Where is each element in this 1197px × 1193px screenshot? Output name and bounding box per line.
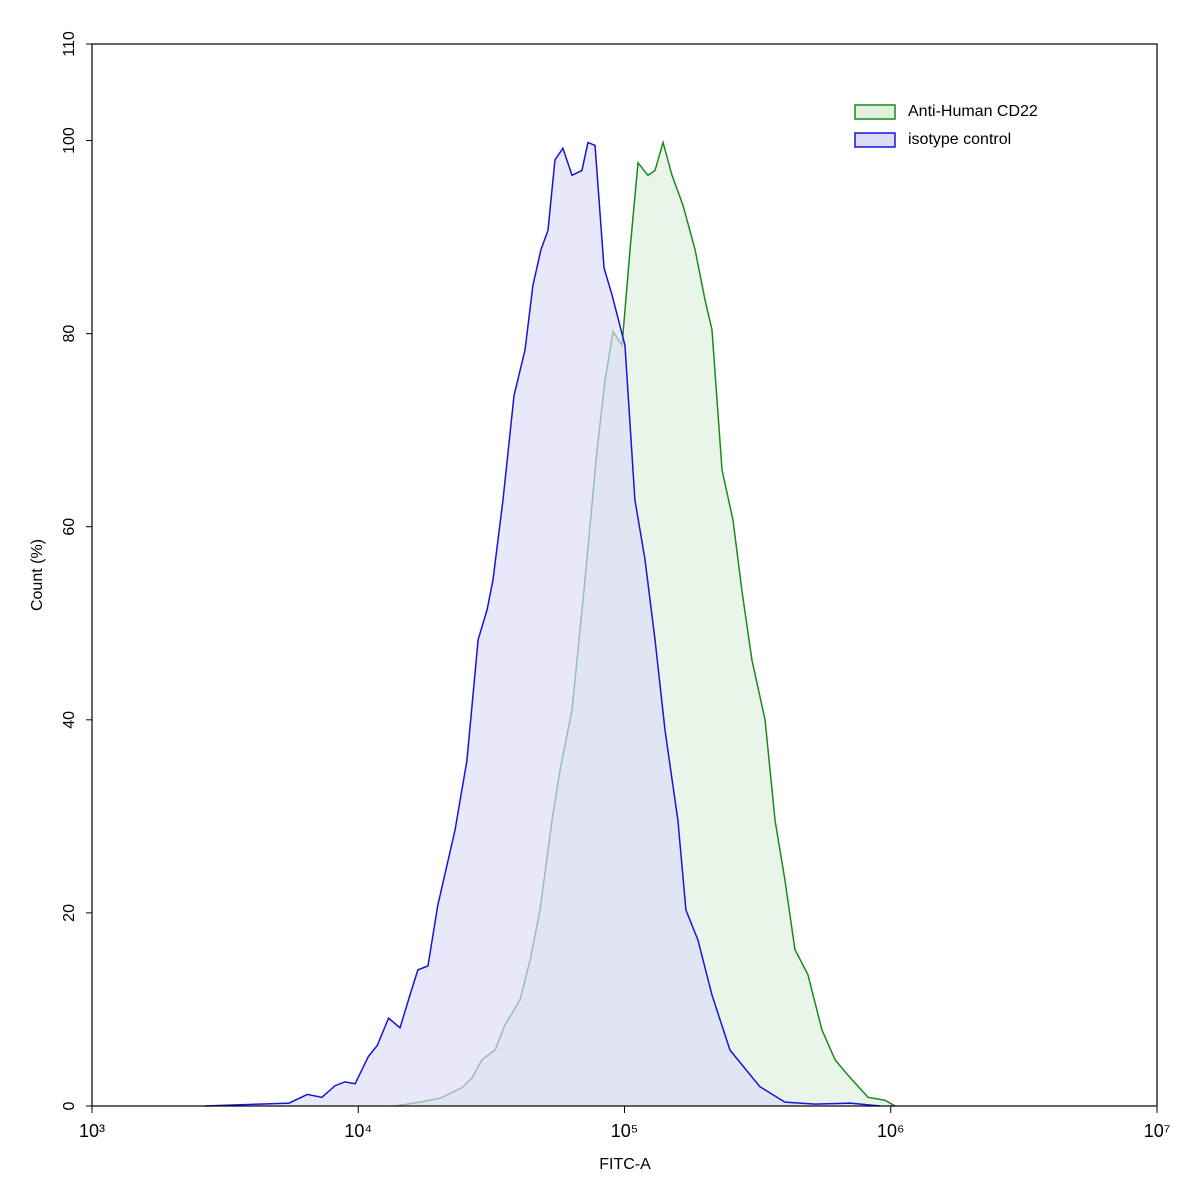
x-tick-label: 10⁶: [877, 1121, 904, 1141]
legend-swatch: [854, 132, 896, 148]
series-area: [205, 142, 881, 1107]
legend-label: Anti-Human CD22: [908, 103, 1038, 120]
x-tick-label: 10⁴: [344, 1121, 372, 1141]
y-tick-label: 110: [61, 31, 78, 57]
x-tick-label: 10³: [79, 1121, 105, 1141]
y-tick-label: 60: [61, 518, 78, 536]
y-tick-label: 100: [61, 127, 78, 154]
y-tick-label: 0: [61, 1101, 78, 1110]
series-line: [205, 141, 881, 1107]
legend-swatch: [854, 104, 896, 120]
x-axis-label: FITC-A: [599, 1156, 651, 1173]
y-axis-label: Count (%): [29, 539, 46, 611]
y-tick-label: 20: [61, 904, 78, 922]
x-tick-label: 10⁷: [1144, 1121, 1171, 1141]
y-tick-label: 40: [61, 711, 78, 729]
legend-label: isotype control: [908, 131, 1011, 148]
x-tick-label: 10⁵: [611, 1121, 638, 1141]
y-tick-label: 80: [61, 325, 78, 343]
